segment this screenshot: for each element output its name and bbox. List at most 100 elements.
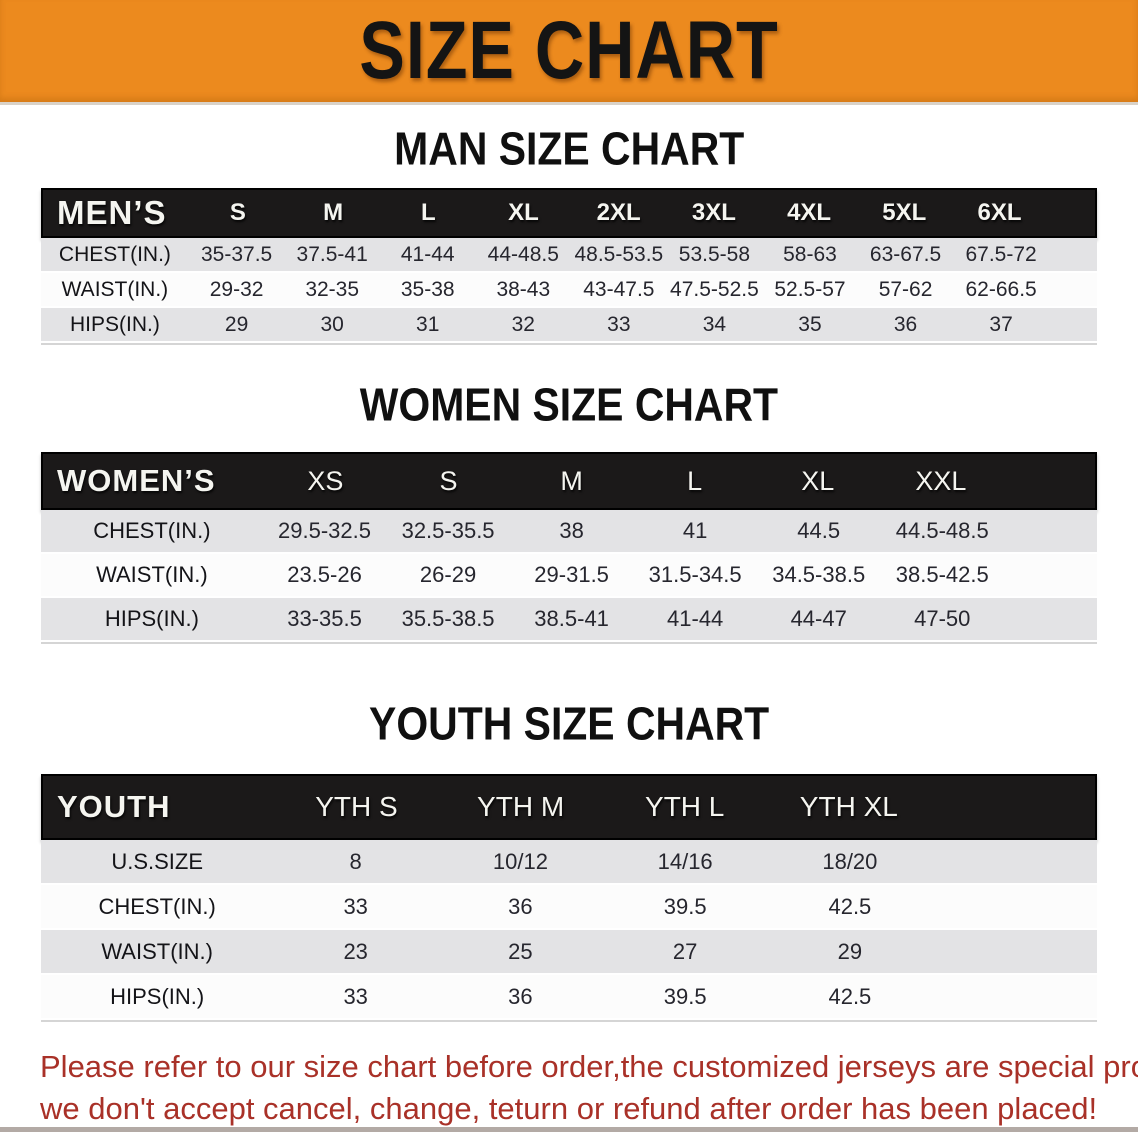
measurement-value: 47.5-52.5 xyxy=(670,277,759,301)
table-header-row: WOMEN’S XS S M L XL XXL xyxy=(41,452,1097,510)
measurement-value: 29 xyxy=(224,312,249,336)
measurement-value: 26-29 xyxy=(419,562,477,587)
table-corner-label: MEN’S xyxy=(57,194,167,231)
table-header-row: MEN’S S M L XL 2XL 3XL 4XL 5XL 6XL xyxy=(41,188,1097,238)
measurement-value: 35-38 xyxy=(400,277,455,301)
size-chart-banner: SIZE CHART xyxy=(0,0,1138,105)
row-label: CHEST(IN.) xyxy=(98,893,216,919)
women-size-table: WOMEN’S XS S M L XL XXL CHEST(IN.) 29.5-32.5 32.5… xyxy=(41,452,1097,644)
measurement-row: WAIST(IN.) 23.5-26 26-29 29-31.5 31.5-34.5 34… xyxy=(41,554,1097,598)
measurement-value: 8 xyxy=(349,848,362,874)
measurement-row: WAIST(IN.) 29-32 32-35 35-38 38-43 43-47.5 47.… xyxy=(41,273,1097,308)
banner-title: SIZE CHART xyxy=(359,4,779,97)
measurement-value: 36 xyxy=(508,893,533,919)
measurement-value: 63-67.5 xyxy=(869,242,942,266)
measurement-value: 37.5-41 xyxy=(296,242,368,266)
measurement-value: 39.5 xyxy=(663,893,707,919)
size-column-header: 5XL xyxy=(882,199,927,226)
youth-size-section: YOUTH SIZE CHART YOUTH YTH S YTH M YTH L YTH… xyxy=(0,698,1138,1022)
size-column-header: XS xyxy=(307,465,344,496)
table-header-row: YOUTH YTH S YTH M YTH L YTH XL xyxy=(41,774,1097,840)
measurement-value: 35.5-38.5 xyxy=(401,606,495,631)
row-label: HIPS(IN.) xyxy=(110,983,205,1009)
measurement-value: 38.5-42.5 xyxy=(895,562,989,587)
disclaimer-line-2: we don't accept cancel, change, teturn o… xyxy=(40,1091,1098,1126)
size-column-header: L xyxy=(420,199,436,226)
size-column-header: 2XL xyxy=(596,199,641,226)
row-label: WAIST(IN.) xyxy=(61,277,169,301)
measurement-row: HIPS(IN.) 33 36 39.5 42.5 xyxy=(41,975,1097,1020)
measurement-value: 47-50 xyxy=(914,606,971,631)
measurement-row: CHEST(IN.) 35-37.5 37.5-41 41-44 44-48.5 48.5… xyxy=(41,238,1097,273)
measurement-value: 10/12 xyxy=(492,848,548,874)
measurement-value: 18/20 xyxy=(822,848,878,874)
measurement-value: 29-31.5 xyxy=(534,562,609,587)
measurement-value: 39.5 xyxy=(663,983,707,1009)
youth-size-table: YOUTH YTH S YTH M YTH L YTH XL U.S.SIZE 8 10/12… xyxy=(41,774,1097,1022)
size-column-header: M xyxy=(323,199,344,226)
measurement-value: 32-35 xyxy=(305,277,360,301)
row-label: HIPS(IN.) xyxy=(69,312,160,336)
measurement-row: HIPS(IN.) 33-35.5 35.5-38.5 38.5-41 41-44 44-… xyxy=(41,598,1097,642)
men-size-section: MAN SIZE CHART MEN’S S M L XL 2XL 3XL 4XL 5XL 6XL… xyxy=(0,123,1138,345)
size-column-header: XL xyxy=(508,199,539,226)
bottom-edge-strip xyxy=(0,1127,1138,1132)
table-corner-label: WOMEN’S xyxy=(57,463,216,498)
measurement-value: 37 xyxy=(989,312,1013,336)
measurement-value: 32.5-35.5 xyxy=(401,518,495,543)
size-column-header: XL xyxy=(801,465,835,496)
size-column-header: YTH XL xyxy=(799,791,898,822)
measurement-value: 38.5-41 xyxy=(534,606,609,631)
measurement-value: 33 xyxy=(343,983,368,1009)
youth-section-heading: YOUTH SIZE CHART xyxy=(368,698,770,751)
size-column-header: S xyxy=(439,465,458,496)
size-column-header: XXL xyxy=(915,465,967,496)
measurement-value: 41-44 xyxy=(400,242,455,266)
row-label: WAIST(IN.) xyxy=(96,562,208,587)
measurement-row: HIPS(IN.) 29 30 31 32 33 34 35 36 37 xyxy=(41,308,1097,343)
measurement-value: 52.5-57 xyxy=(774,277,846,301)
measurement-value: 43-47.5 xyxy=(583,277,655,301)
measurement-value: 27 xyxy=(672,938,698,964)
measurement-row: U.S.SIZE 8 10/12 14/16 18/20 xyxy=(41,840,1097,885)
size-column-header: 3XL xyxy=(691,199,736,226)
size-column-header: S xyxy=(229,199,246,226)
measurement-value: 34 xyxy=(702,312,727,336)
measurement-value: 67.5-72 xyxy=(965,242,1037,266)
men-size-table: MEN’S S M L XL 2XL 3XL 4XL 5XL 6XL CHEST(IN.) 35-37… xyxy=(41,188,1097,345)
row-label: WAIST(IN.) xyxy=(101,938,213,964)
size-column-header: YTH L xyxy=(645,791,725,822)
size-column-header: YTH S xyxy=(315,791,398,822)
size-column-header: YTH M xyxy=(477,791,565,822)
women-section-heading: WOMEN SIZE CHART xyxy=(359,379,779,432)
measurement-value: 33 xyxy=(607,312,631,336)
measurement-value: 35 xyxy=(798,312,822,336)
measurement-value: 33 xyxy=(343,893,368,919)
measurement-value: 29 xyxy=(837,938,863,964)
table-corner-label: YOUTH xyxy=(57,789,171,824)
disclaimer-line-1: Please refer to our size chart before or… xyxy=(40,1049,1138,1084)
measurement-value: 36 xyxy=(508,983,533,1009)
measurement-value: 57-62 xyxy=(878,277,933,301)
measurement-value: 25 xyxy=(508,938,533,964)
measurement-value: 42.5 xyxy=(828,983,872,1009)
size-column-header: L xyxy=(687,465,703,496)
measurement-value: 44-47 xyxy=(790,606,847,631)
measurement-value: 29.5-32.5 xyxy=(278,518,371,543)
row-label: CHEST(IN.) xyxy=(58,242,171,266)
row-label: CHEST(IN.) xyxy=(93,518,211,543)
measurement-value: 31.5-34.5 xyxy=(648,562,742,587)
row-label: U.S.SIZE xyxy=(111,848,203,874)
measurement-value: 44.5 xyxy=(797,518,841,543)
measurement-value: 23.5-26 xyxy=(287,562,362,587)
measurement-value: 42.5 xyxy=(828,893,872,919)
measurement-value: 36 xyxy=(893,312,918,336)
measurement-row: CHEST(IN.) 33 36 39.5 42.5 xyxy=(41,885,1097,930)
measurement-row: WAIST(IN.) 23 25 27 29 xyxy=(41,930,1097,975)
measurement-value: 41 xyxy=(682,518,708,543)
measurement-value: 38-43 xyxy=(496,277,551,301)
men-section-heading: MAN SIZE CHART xyxy=(393,123,745,176)
measurement-value: 38 xyxy=(559,518,584,543)
measurement-value: 34.5-38.5 xyxy=(772,562,866,587)
measurement-value: 62-66.5 xyxy=(965,277,1037,301)
